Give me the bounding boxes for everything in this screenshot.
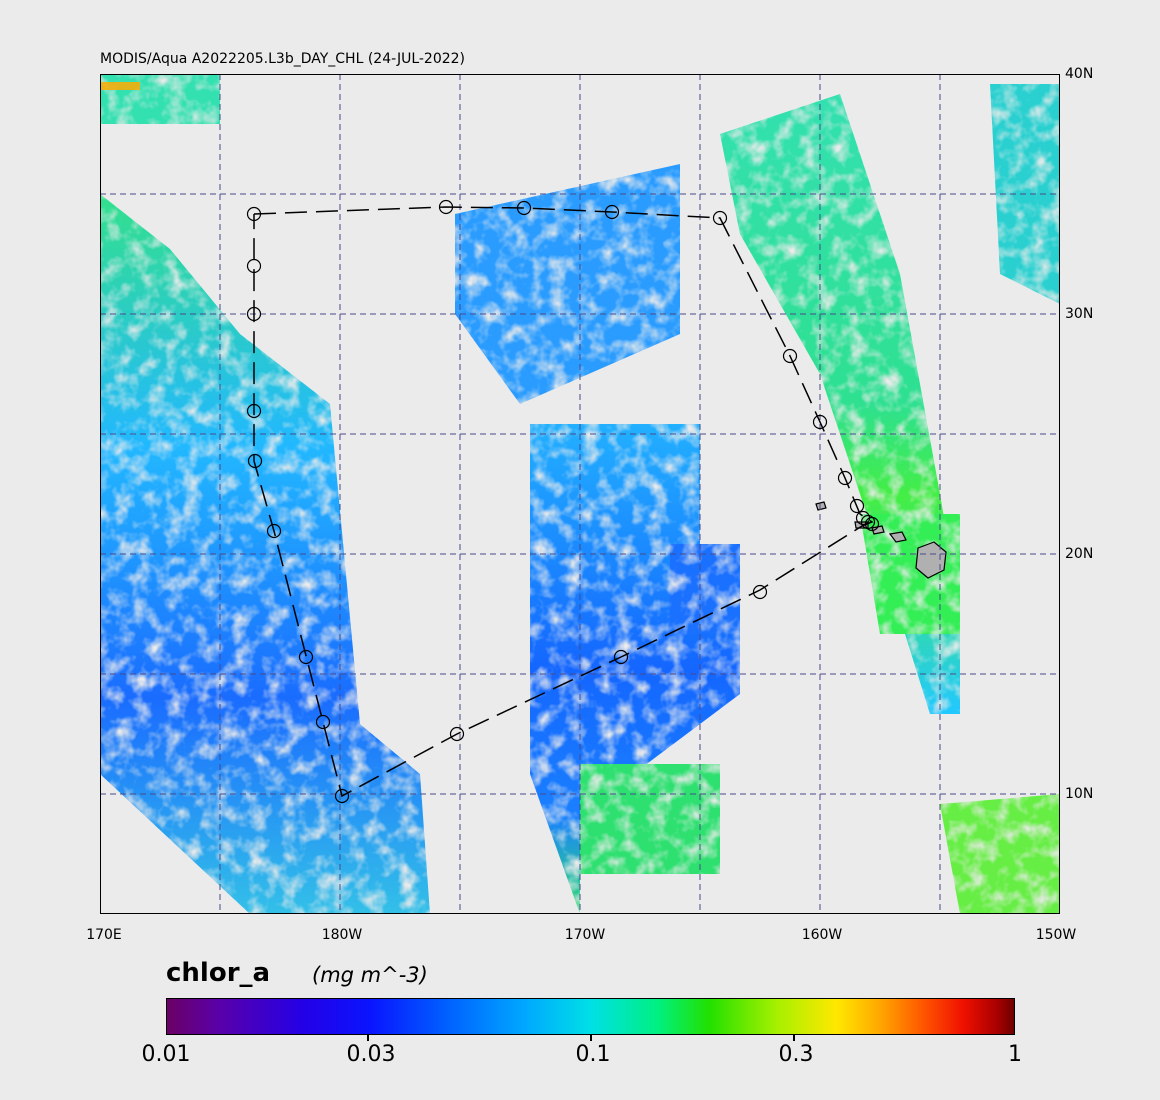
colorbar-label-1: 1 bbox=[1008, 1042, 1022, 1067]
colorbar-tick bbox=[367, 1035, 369, 1041]
station-markers bbox=[246, 199, 880, 804]
lat-label-20n: 20N bbox=[1065, 546, 1094, 562]
lon-label-150w: 150W bbox=[1035, 927, 1077, 943]
colorbar-tick bbox=[793, 1035, 795, 1041]
chlorophyll-map bbox=[100, 74, 1060, 914]
hawaii-islands bbox=[815, 501, 947, 579]
lon-label-180w: 180W bbox=[321, 927, 363, 943]
colorbar-label-0.1: 0.1 bbox=[575, 1042, 611, 1067]
colorbar-label-0.01: 0.01 bbox=[141, 1042, 191, 1067]
colorbar bbox=[166, 998, 1015, 1035]
lon-label-160w: 160W bbox=[801, 927, 843, 943]
lon-label-170w: 170W bbox=[564, 927, 606, 943]
colorbar-variable-name: chlor_a bbox=[166, 958, 271, 988]
lat-label-40n: 40N bbox=[1065, 66, 1094, 82]
lat-label-10n: 10N bbox=[1065, 786, 1094, 802]
cruise-track bbox=[253, 206, 874, 798]
colorbar-units: (mg m^-3) bbox=[312, 963, 428, 987]
colorbar-label-0.03: 0.03 bbox=[346, 1042, 396, 1067]
colorbar-tick bbox=[590, 1035, 592, 1041]
lon-label-170e: 170E bbox=[86, 927, 122, 943]
colorbar-label-0.3: 0.3 bbox=[778, 1042, 814, 1067]
lat-label-30n: 30N bbox=[1065, 306, 1094, 322]
map-title: MODIS/Aqua A2022205.L3b_DAY_CHL (24-JUL-… bbox=[100, 51, 466, 67]
